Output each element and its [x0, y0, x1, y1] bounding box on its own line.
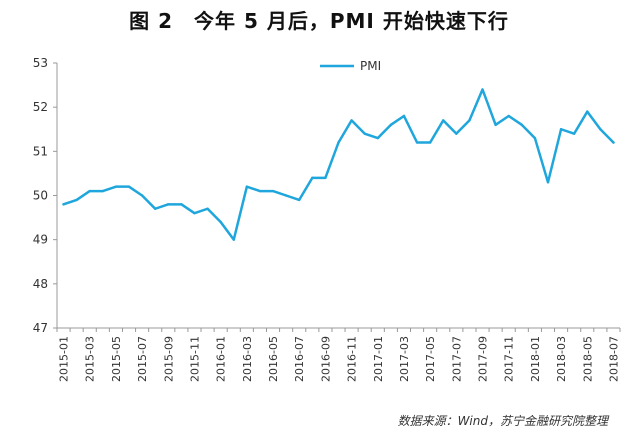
x-tick-label: 2017-05 [424, 336, 437, 382]
y-tick-label: 50 [33, 189, 48, 203]
x-tick-label: 2016-01 [215, 336, 228, 382]
data-point [546, 181, 550, 184]
y-tick-label: 47 [33, 321, 48, 335]
data-point [337, 141, 340, 144]
x-tick-label: 2017-07 [450, 336, 463, 382]
x-tick-label: 2017-11 [503, 336, 516, 382]
data-point [75, 198, 78, 202]
x-tick-label: 2018-05 [581, 336, 594, 382]
data-point [572, 132, 576, 135]
data-point [415, 141, 419, 144]
y-axis-ticks: 47 48 49 50 51 52 53 [33, 56, 57, 335]
data-point [167, 203, 170, 206]
data-point [376, 136, 379, 140]
data-point [402, 114, 406, 118]
y-tick-label: 51 [33, 144, 48, 158]
x-tick-label: 2018-03 [555, 336, 568, 382]
data-point [507, 114, 510, 118]
data-point [153, 207, 157, 210]
data-point [193, 211, 196, 215]
data-point [140, 194, 144, 197]
data-point [127, 185, 131, 188]
data-point [455, 132, 458, 135]
data-point [62, 203, 65, 206]
data-point [520, 123, 524, 127]
data-point [468, 119, 471, 122]
data-point [284, 194, 288, 197]
x-tick-label: 2016-11 [346, 336, 359, 382]
x-tick-label: 2015-09 [162, 336, 175, 382]
x-tick-label: 2015-03 [84, 336, 97, 382]
data-point [298, 198, 301, 202]
x-tick-label: 2017-01 [372, 336, 385, 382]
data-point [219, 220, 222, 224]
data-point [206, 207, 209, 210]
data-point [350, 119, 353, 122]
data-point [481, 88, 484, 91]
y-tick-label: 52 [33, 100, 48, 114]
data-point [494, 123, 497, 127]
x-tick-label: 2018-01 [529, 336, 542, 382]
x-axis-ticks: 2015-01 2015-03 2015-05 2015-07 2015-09 2015-… [56, 328, 621, 382]
y-tick-label: 53 [33, 56, 48, 70]
x-tick-label: 2015-01 [58, 336, 71, 382]
x-tick-label: 2015-05 [110, 336, 123, 382]
x-tick-label: 2017-03 [398, 336, 411, 382]
data-point [258, 189, 262, 193]
data-point [180, 203, 183, 206]
legend-label: PMI [360, 59, 381, 73]
data-point [363, 132, 366, 135]
data-point [442, 119, 445, 122]
data-point [232, 238, 235, 241]
x-tick-label: 2016-09 [319, 336, 332, 382]
x-tick-label: 2015-11 [188, 336, 201, 382]
data-point [88, 189, 91, 193]
data-point [311, 176, 314, 180]
legend: PMI [320, 59, 381, 73]
x-tick-label: 2016-03 [241, 336, 254, 382]
data-point [389, 123, 393, 127]
data-point [533, 136, 537, 140]
data-point [271, 189, 275, 193]
series-layer [62, 88, 615, 241]
x-tick-label: 2017-09 [477, 336, 490, 382]
data-point [559, 128, 563, 131]
x-tick-label: 2016-07 [293, 336, 306, 382]
data-point [586, 110, 589, 113]
data-point [101, 189, 105, 193]
data-point [114, 185, 118, 188]
data-point [599, 128, 602, 131]
x-tick-label: 2015-07 [136, 336, 149, 382]
data-point [612, 141, 615, 144]
data-point [324, 176, 327, 180]
data-point [428, 141, 432, 144]
y-tick-label: 48 [33, 277, 48, 291]
series-line-pmi [62, 88, 615, 241]
y-tick-label: 49 [33, 233, 48, 247]
x-tick-label: 2018-07 [607, 336, 620, 382]
source-note: 数据来源：Wind，苏宁金融研究院整理 [397, 414, 608, 428]
figure-title: 图 2 今年 5 月后，PMI 开始快速下行 [129, 9, 509, 33]
data-point [245, 185, 249, 188]
x-tick-label: 2016-05 [267, 336, 280, 382]
